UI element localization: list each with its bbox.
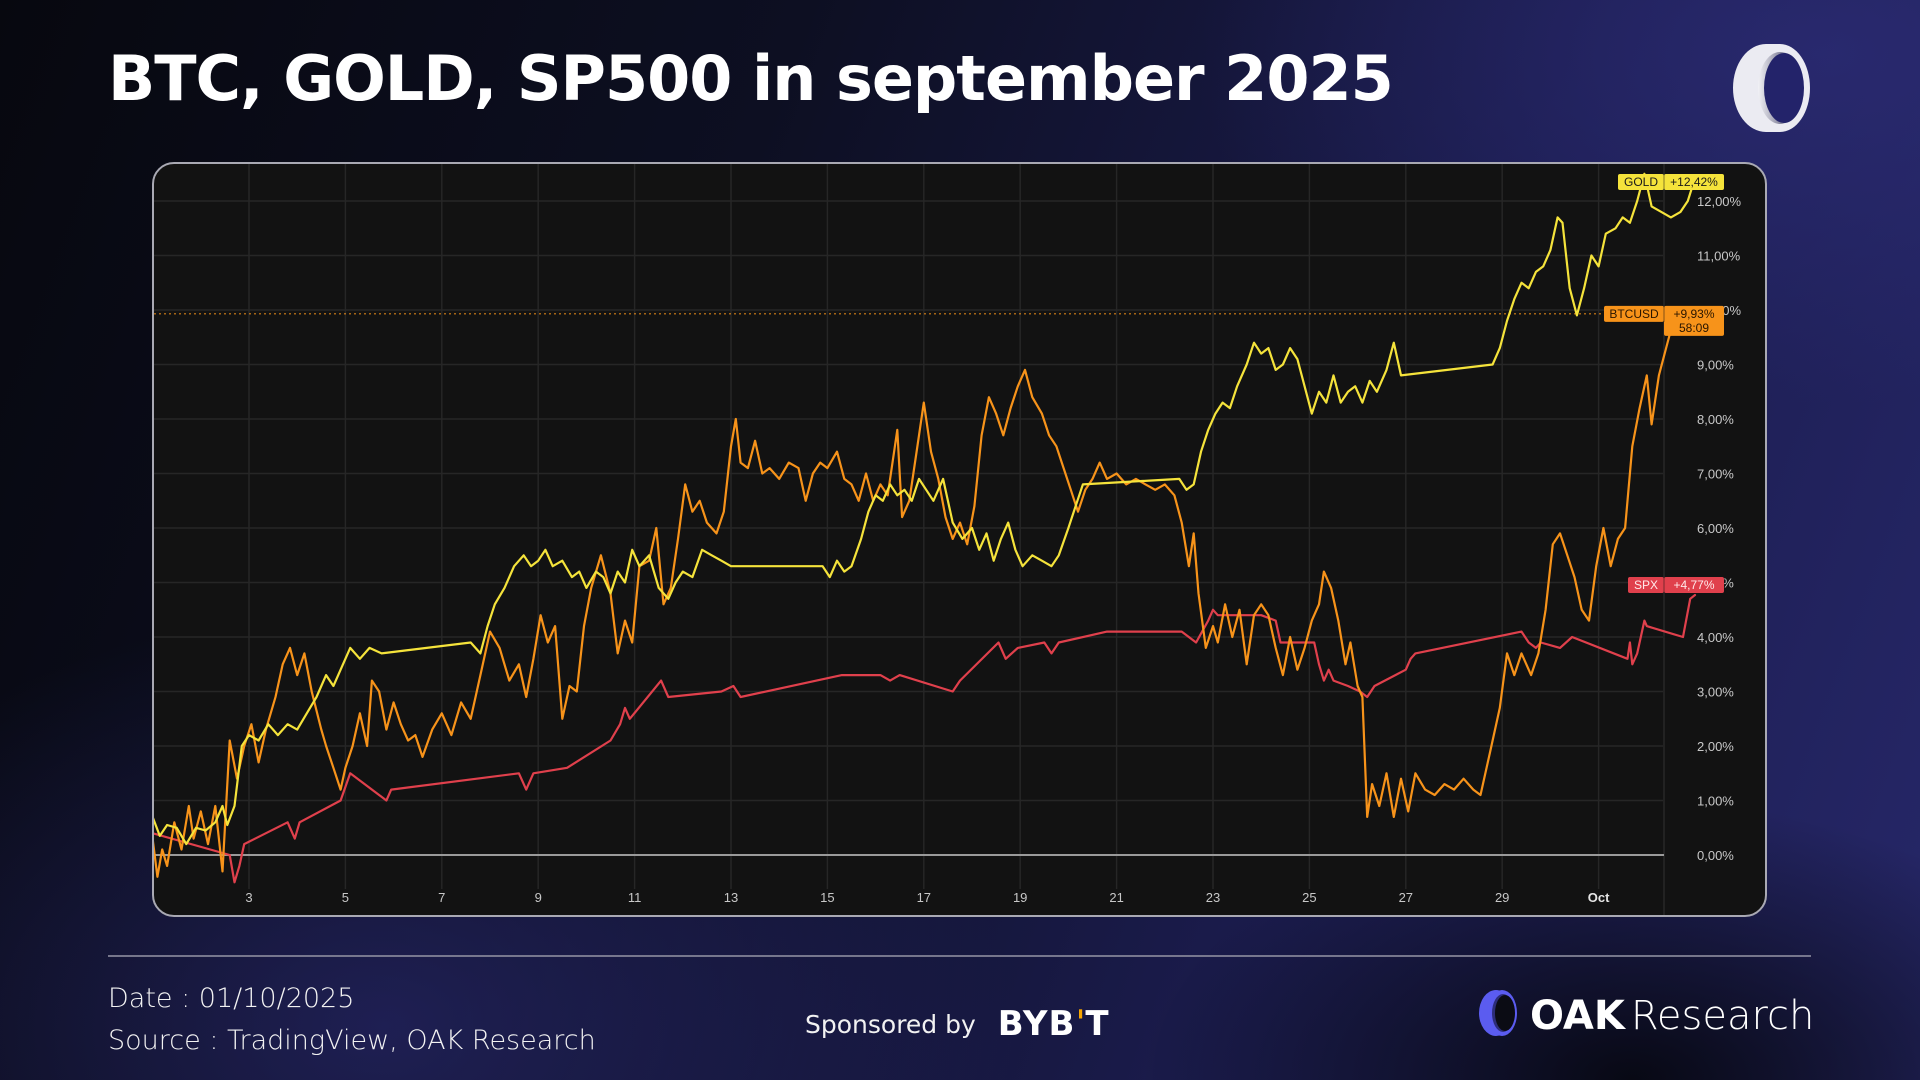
x-axis-tick-label: 3 (245, 890, 252, 905)
series-value-tag-gold: GOLD +12,42% (1618, 174, 1724, 190)
y-axis-tick-label: 1,00% (1697, 794, 1734, 809)
y-axis-tick-label: 7,00% (1697, 467, 1734, 482)
x-axis-tick-label: 29 (1495, 890, 1509, 905)
series-line-btcusd (154, 312, 1697, 878)
y-axis-tick-label: 2,00% (1697, 739, 1734, 754)
brand-name-light: Research (1630, 992, 1815, 1039)
x-axis-tick-label: 15 (820, 890, 834, 905)
sponsor-block: Sponsored by BYBˈT (805, 1004, 1110, 1044)
series-value-label: +12,42% (1670, 175, 1718, 189)
oak-ring-small-icon (1476, 988, 1520, 1043)
bar-countdown-label: 58:09 (1679, 321, 1709, 335)
bybit-logo: BYBˈT (998, 1004, 1110, 1044)
y-axis-tick-label: 4,00% (1697, 630, 1734, 645)
y-axis-tick-label: 11,00% (1697, 249, 1741, 264)
series-value-label: +9,93% (1673, 307, 1714, 321)
oak-ring-logo-icon (1730, 40, 1816, 136)
line-chart: 0,00%1,00%2,00%3,00%4,00%5,00%6,00%7,00%… (154, 164, 1742, 915)
x-axis-tick-label: 5 (342, 890, 349, 905)
series-name-label: GOLD (1624, 175, 1658, 189)
oak-research-wordmark: OAK Research (1530, 993, 1814, 1039)
series-value-label: +4,77% (1673, 578, 1714, 592)
y-axis-tick-label: 12,00% (1697, 194, 1742, 209)
series-value-tag-btcusd: BTCUSD +9,93%58:09 (1604, 305, 1724, 336)
footer-info: Date : 01/10/2025 Source : TradingView, … (108, 978, 596, 1062)
date-text: Date : 01/10/2025 (108, 983, 355, 1014)
x-axis-tick-label: 27 (1399, 890, 1413, 905)
x-axis-tick-label: 9 (535, 890, 542, 905)
y-axis-tick-label: 6,00% (1697, 521, 1734, 536)
y-axis-tick-label: 8,00% (1697, 412, 1734, 427)
x-axis-tick-label: Oct (1588, 890, 1610, 905)
series-value-tag-spx: SPX +4,77% (1628, 577, 1724, 594)
x-axis-tick-label: 23 (1206, 890, 1220, 905)
x-axis-tick-label: 17 (917, 890, 931, 905)
series-line-spx (154, 593, 1697, 884)
brand-name-strong: OAK (1530, 992, 1625, 1039)
x-axis-tick-label: 25 (1302, 890, 1316, 905)
source-text: Source : TradingView, OAK Research (108, 1025, 596, 1056)
sponsored-by-label: Sponsored by (805, 1009, 976, 1039)
y-axis-tick-label: 3,00% (1697, 685, 1734, 700)
series-name-label: BTCUSD (1609, 307, 1659, 321)
footer-divider (108, 955, 1811, 957)
bybit-orange-bar: ˈ (1075, 1004, 1087, 1044)
x-axis-tick-label: 21 (1109, 890, 1123, 905)
x-axis-tick-label: 13 (724, 890, 738, 905)
oak-research-brand: OAK Research (1476, 988, 1814, 1043)
x-axis-tick-label: 19 (1013, 890, 1027, 905)
chart-panel: 0,00%1,00%2,00%3,00%4,00%5,00%6,00%7,00%… (152, 162, 1767, 917)
x-axis-tick-label: 7 (438, 890, 445, 905)
series-name-label: SPX (1634, 578, 1658, 592)
y-axis-tick-label: 9,00% (1697, 358, 1734, 373)
series-line-gold (154, 172, 1697, 846)
y-axis-tick-label: 0,00% (1697, 848, 1734, 863)
bybit-logo-text: BYBˈT (997, 1004, 1110, 1044)
page-title: BTC, GOLD, SP500 in september 2025 (108, 42, 1394, 115)
x-axis-tick-label: 11 (628, 890, 642, 905)
